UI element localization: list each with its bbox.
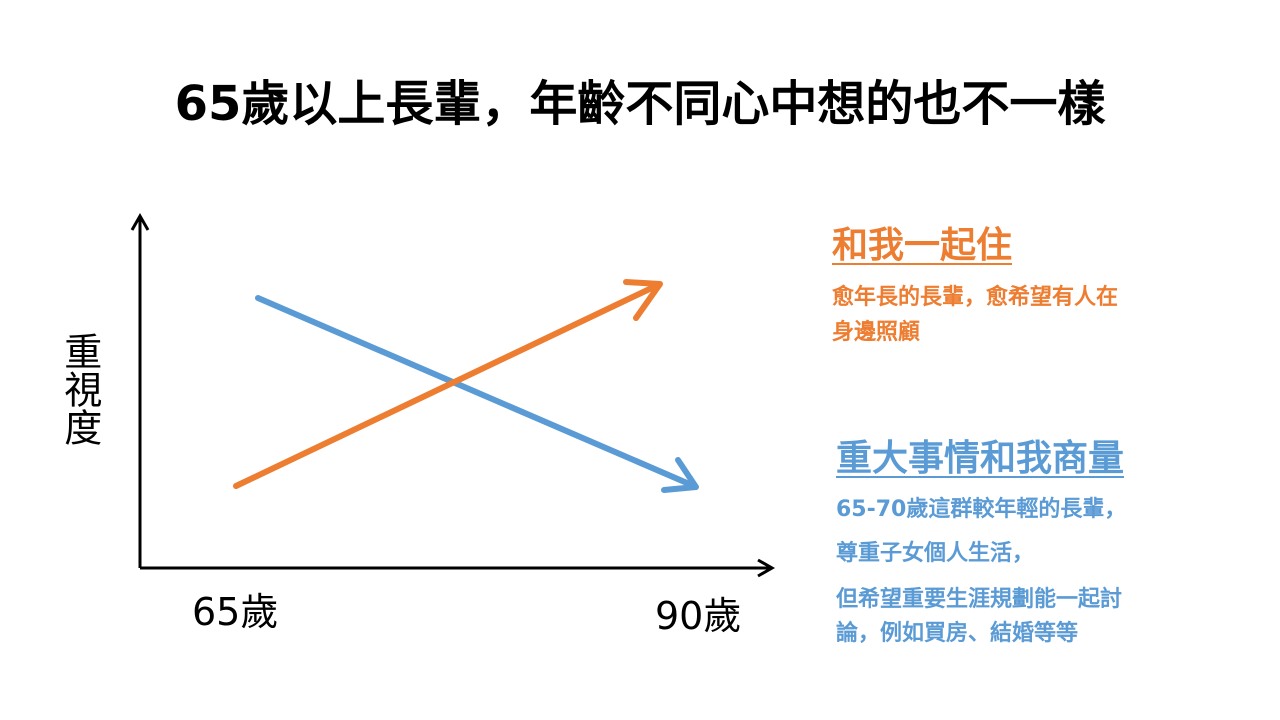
y-arrowhead	[130, 212, 150, 231]
orange-body: 愈年長的長輩，愈希望有人在	[832, 285, 1119, 310]
orange-body: 身邊照顧	[832, 320, 921, 345]
x-label: 65歲	[192, 590, 279, 634]
blue-heading: 重大事情和我商量	[836, 438, 1125, 479]
blue-body: 65-70歲這群較年輕的長輩，	[836, 497, 1127, 522]
title: 65歲以上長輩，年齡不同心中想的也不一樣	[174, 76, 1106, 132]
y-axis-label: 重視度	[57, 332, 102, 446]
blue-body: 論，例如買房、結婚等等	[836, 621, 1079, 646]
blue-body: 但希望重要生涯規劃能一起討	[836, 587, 1123, 612]
blue-body: 尊重子女個人生活，	[836, 541, 1035, 566]
blue-arrow	[255, 295, 699, 493]
orange-heading: 和我一起住	[832, 225, 1013, 266]
axes	[130, 212, 776, 578]
x-label: 90歲	[655, 594, 742, 638]
x-arrowhead	[757, 558, 776, 578]
orange-arrow	[233, 279, 663, 489]
